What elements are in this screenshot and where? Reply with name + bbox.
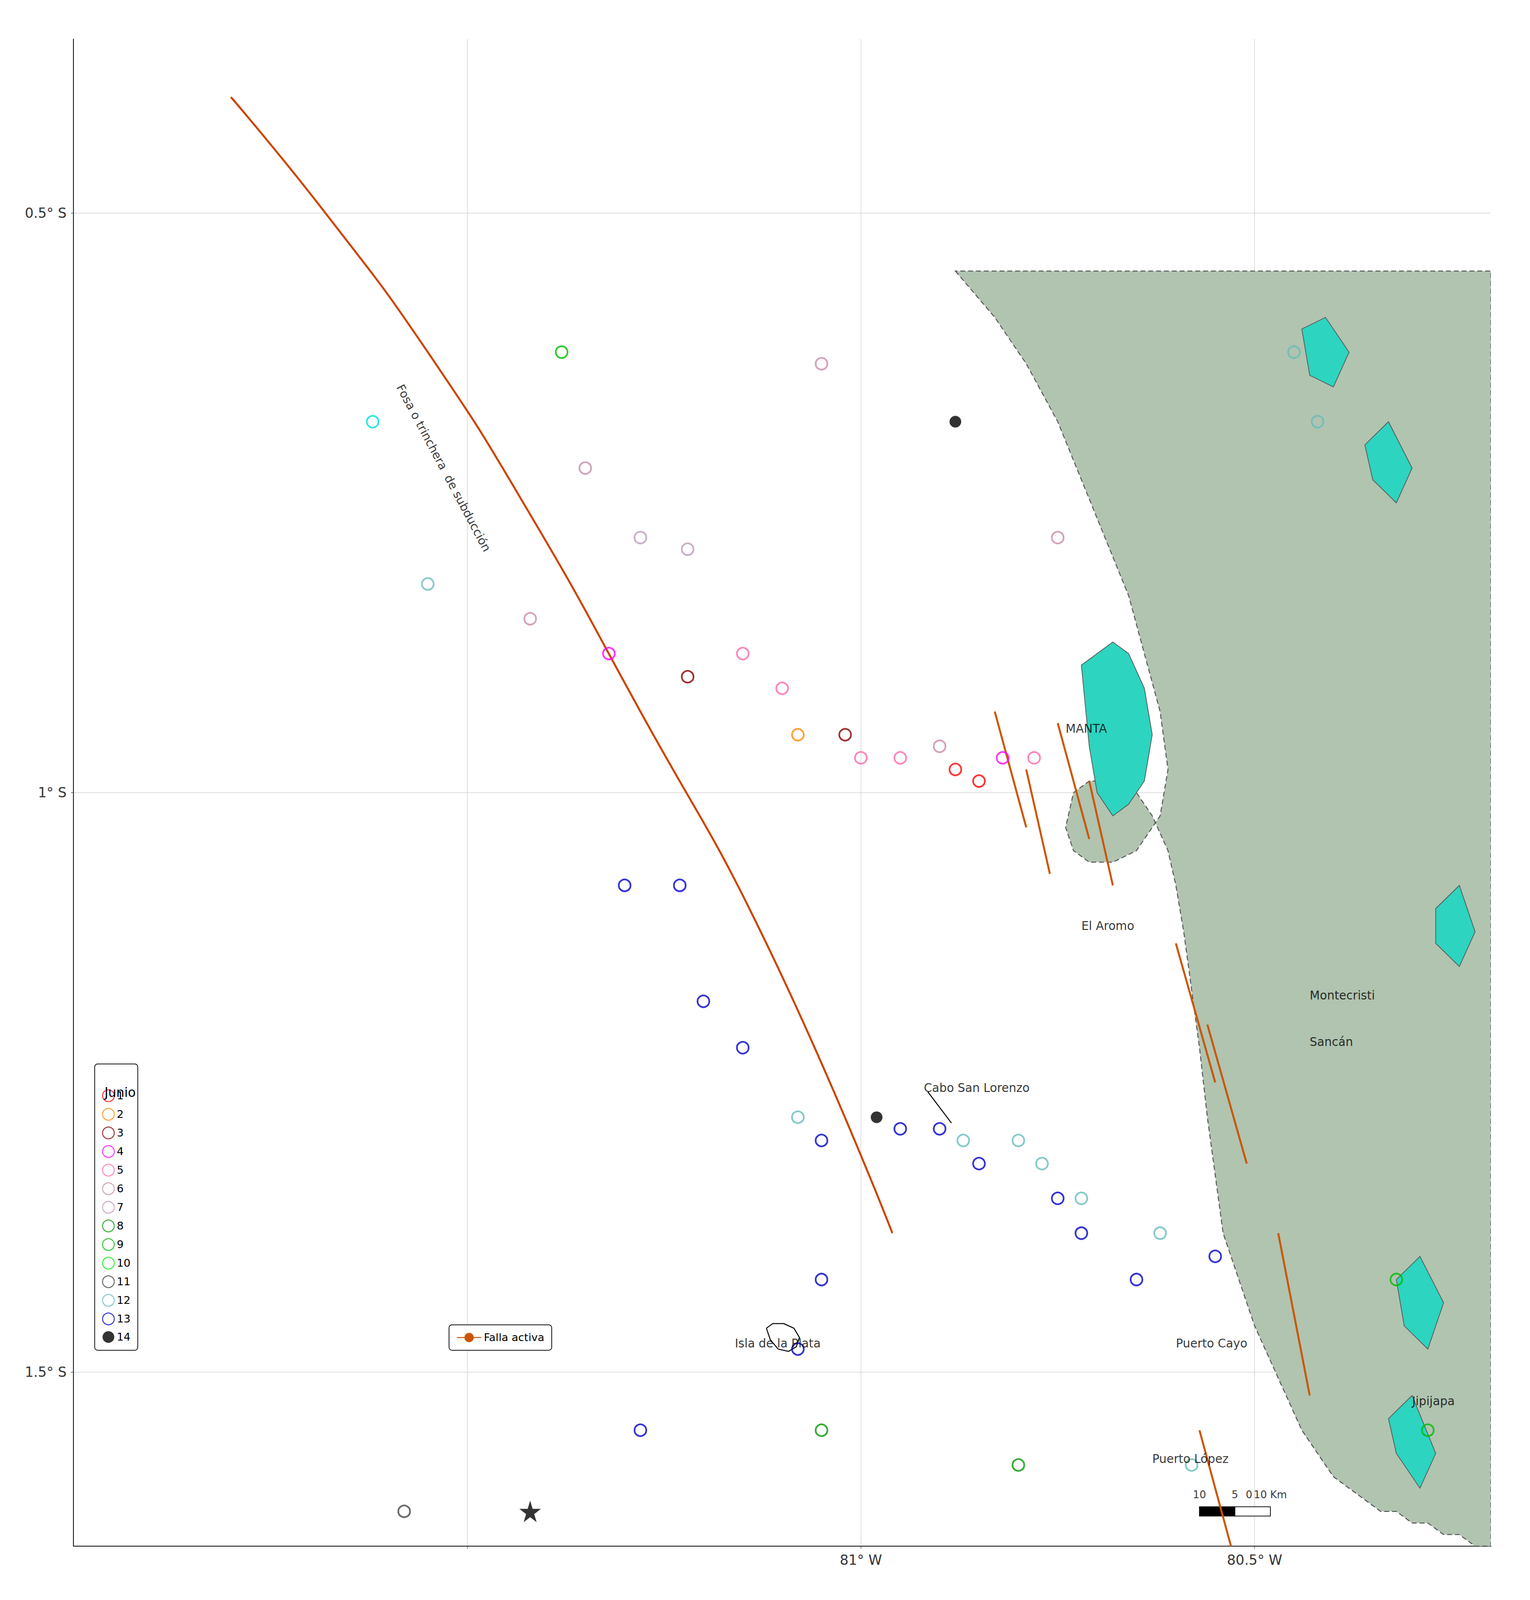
svg-text:80.5° W: 80.5° W bbox=[1226, 1552, 1283, 1569]
svg-text:Jipijapa: Jipijapa bbox=[1411, 1394, 1455, 1409]
svg-text:5: 5 bbox=[1231, 1489, 1239, 1502]
svg-text:1.5° S: 1.5° S bbox=[24, 1364, 67, 1381]
svg-text:8: 8 bbox=[116, 1220, 124, 1233]
svg-text:Puerto López: Puerto López bbox=[1152, 1452, 1229, 1467]
svg-text:Isla de la Plata: Isla de la Plata bbox=[734, 1337, 821, 1351]
svg-text:Sancán: Sancán bbox=[1309, 1035, 1353, 1050]
svg-text:10 Km: 10 Km bbox=[1253, 1489, 1288, 1502]
svg-text:Cabo San Lorenzo: Cabo San Lorenzo bbox=[923, 1081, 1030, 1096]
svg-text:El Aromo: El Aromo bbox=[1081, 919, 1135, 934]
svg-text:0.5° S: 0.5° S bbox=[24, 205, 67, 222]
svg-text:3: 3 bbox=[116, 1127, 124, 1140]
svg-text:0: 0 bbox=[1246, 1489, 1253, 1502]
svg-text:7: 7 bbox=[116, 1201, 124, 1214]
svg-text:Falla activa: Falla activa bbox=[483, 1331, 545, 1344]
svg-text:10: 10 bbox=[1193, 1489, 1207, 1502]
svg-text:14: 14 bbox=[116, 1331, 131, 1344]
svg-text:81° W: 81° W bbox=[839, 1552, 882, 1569]
svg-text:Montecristi: Montecristi bbox=[1309, 988, 1375, 1003]
svg-text:1° S: 1° S bbox=[38, 784, 68, 801]
svg-text:Junio: Junio bbox=[103, 1085, 136, 1101]
svg-text:6: 6 bbox=[116, 1182, 124, 1196]
svg-text:4: 4 bbox=[116, 1145, 124, 1158]
svg-text:Fosa o trinchera de subducció: Fosa o trinchera de subducción bbox=[393, 382, 494, 555]
svg-text:2: 2 bbox=[116, 1108, 124, 1121]
svg-text:11: 11 bbox=[116, 1275, 131, 1289]
svg-text:10: 10 bbox=[116, 1257, 131, 1270]
svg-text:MANTA: MANTA bbox=[1065, 722, 1108, 736]
svg-text:9: 9 bbox=[116, 1238, 124, 1251]
svg-text:5: 5 bbox=[116, 1164, 124, 1177]
svg-text:12: 12 bbox=[116, 1294, 131, 1307]
svg-text:Puerto Cayo: Puerto Cayo bbox=[1176, 1337, 1248, 1351]
svg-text:13: 13 bbox=[116, 1313, 131, 1326]
